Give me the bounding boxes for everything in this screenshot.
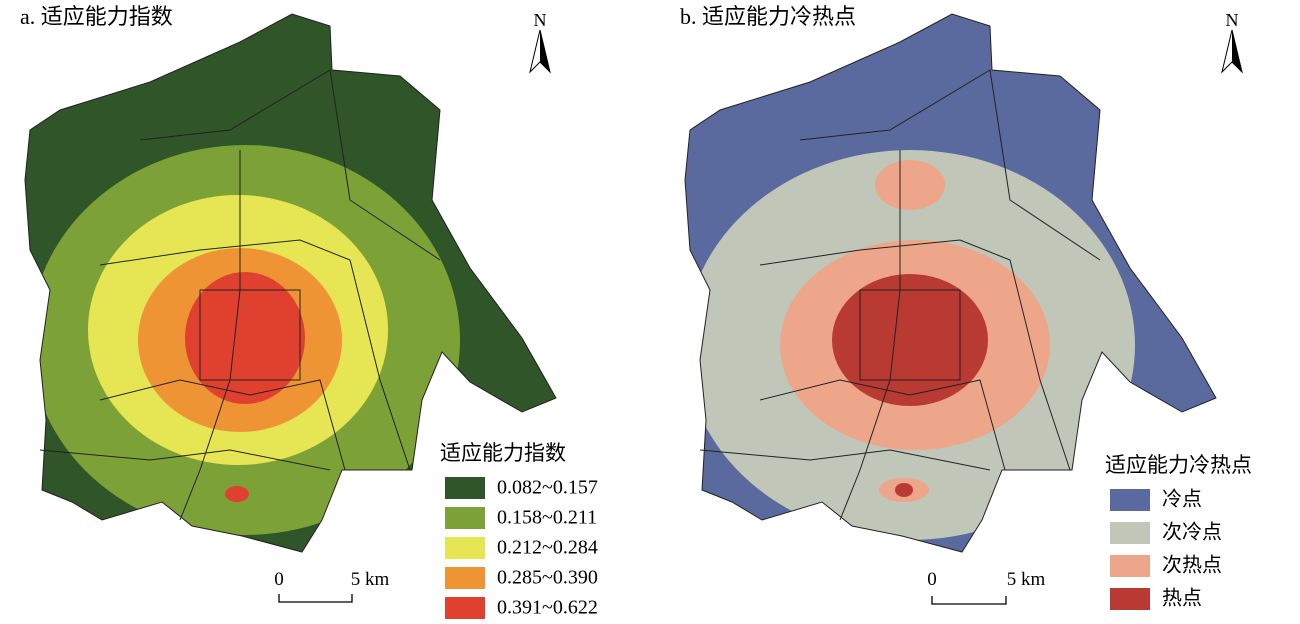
legend-label: 0.158~0.211: [497, 507, 597, 529]
legend: 0.082~0.157 0.158~0.211 0.212~0.284 0.285~0…: [445, 477, 598, 619]
boundary: [839, 150, 901, 521]
scale-label: 0: [274, 569, 284, 590]
boundary: [199, 289, 301, 381]
panel-title: b. 适应能力冷热点: [680, 4, 856, 29]
legend-swatch: [1110, 555, 1150, 577]
north-label: N: [534, 10, 547, 30]
legend-label: 0.391~0.622: [497, 597, 598, 619]
legend-label: 0.285~0.390: [497, 567, 598, 589]
boundary: [179, 150, 241, 521]
legend-title: 适应能力指数: [440, 441, 566, 465]
legend-title: 适应能力冷热点: [1105, 453, 1252, 477]
legend-swatch: [445, 567, 485, 589]
legend-swatch: [1110, 489, 1150, 511]
zone: [895, 483, 913, 497]
panel-title: a. 适应能力指数: [20, 4, 173, 29]
boundary: [859, 289, 961, 381]
boundary: [759, 239, 1071, 471]
zone: [225, 486, 249, 502]
boundary: [139, 69, 441, 261]
legend-label: 热点: [1162, 587, 1202, 610]
legend-swatch: [445, 477, 485, 499]
boundaries: [684, 13, 1217, 553]
north-arrow: [1232, 30, 1242, 72]
legend-swatch: [445, 507, 485, 529]
north-label: N: [1226, 10, 1239, 30]
scale-label: 5 km: [1007, 569, 1046, 590]
scale-label: 0: [927, 569, 937, 590]
boundary: [99, 379, 346, 471]
north-arrow: [540, 30, 550, 72]
legend-label: 冷点: [1162, 488, 1202, 511]
zone: [832, 274, 988, 406]
map-fill: [25, 14, 556, 552]
legend-swatch: [445, 537, 485, 559]
legend-label: 次冷点: [1162, 521, 1222, 544]
boundary: [39, 449, 331, 471]
legend-label: 次热点: [1162, 554, 1222, 577]
legend-label: 0.082~0.157: [497, 477, 598, 499]
legend-label: 0.212~0.284: [497, 537, 598, 559]
boundary: [759, 379, 1006, 471]
map-panel-a: a. 适应能力指数 N 0 5 km 适应能力指数 0.082~0.157 0.1…: [20, 4, 598, 619]
map-fill: [685, 14, 1216, 552]
boundaries: [24, 13, 557, 553]
zone: [185, 272, 305, 404]
scale-bar: [278, 594, 353, 603]
scale-label: 5 km: [351, 569, 390, 590]
scale-bar: [931, 596, 1007, 605]
boundary: [699, 449, 991, 471]
boundary: [799, 69, 1101, 261]
zone: [875, 160, 945, 210]
legend-swatch: [1110, 522, 1150, 544]
boundary: [99, 239, 411, 471]
legend-swatch: [445, 597, 485, 619]
legend-swatch: [1110, 588, 1150, 610]
